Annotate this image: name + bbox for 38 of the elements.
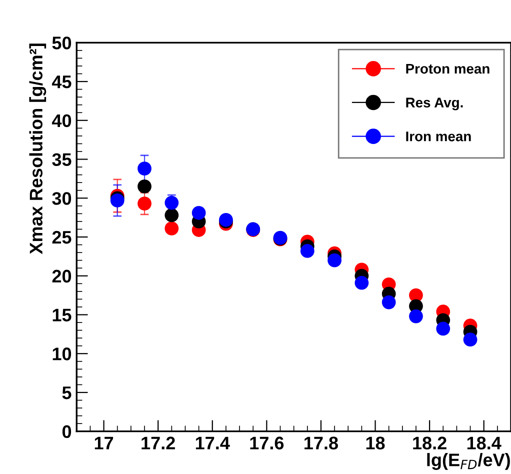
point [409, 309, 423, 324]
x-tick-label: 17.6 [250, 436, 284, 450]
y-tick-label: 35 [52, 153, 72, 166]
point [138, 196, 152, 211]
y-tick-label: 50 [52, 36, 72, 50]
x-tick-label: 17.8 [304, 436, 338, 450]
point [110, 194, 124, 208]
x-tick-label: 18.2 [413, 436, 446, 450]
legend-label: Proton mean [406, 64, 490, 74]
point [354, 276, 369, 290]
y-tick-label: 20 [52, 270, 72, 283]
point [300, 244, 314, 258]
y-tick-label: 15 [52, 308, 72, 322]
point [138, 180, 152, 194]
y-axis-title: Xmax Resolution [g/cm²] [29, 44, 46, 254]
x-tick-label: 18 [366, 436, 385, 450]
legend-label: Res Avg. [406, 98, 463, 110]
y-tick-label: 25 [52, 230, 72, 244]
point [382, 295, 396, 310]
legend-label: Iron mean [406, 132, 471, 142]
point [164, 222, 179, 236]
point [436, 322, 450, 336]
x-axis-title: lg(E$_{FD}$/eV) [427, 453, 510, 470]
x-tick-label: 17.2 [142, 436, 175, 450]
x-tick-label: 17.4 [196, 436, 230, 450]
x-tick-label: 18.4 [467, 436, 502, 450]
point [328, 253, 342, 268]
y-tick-label: 30 [52, 192, 72, 205]
y-tick-label: 5 [62, 386, 72, 400]
y-tick-label: 10 [52, 348, 72, 360]
x-tick-label: 17 [94, 436, 114, 450]
point [138, 162, 152, 176]
y-tick-label: 40 [52, 114, 72, 128]
point [463, 332, 478, 347]
y-tick-label: 45 [52, 76, 72, 88]
point [192, 206, 206, 220]
y-tick-label: 0 [62, 425, 72, 438]
point [164, 208, 179, 222]
